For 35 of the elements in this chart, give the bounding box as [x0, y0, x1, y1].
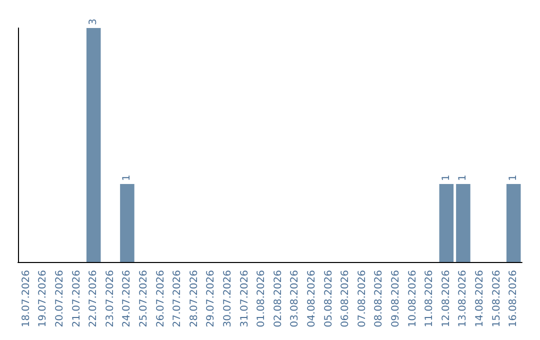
x-tick-label: 18.07.2026 — [20, 270, 32, 328]
data-label: 1 — [458, 174, 469, 181]
x-tick-label: 11.08.2026 — [424, 270, 436, 328]
x-tick-label: 20.07.2026 — [54, 270, 66, 328]
x-tick-label: 22.07.2026 — [88, 270, 100, 328]
x-tick-label: 31.07.2026 — [239, 270, 250, 328]
x-tick-label: 06.08.2026 — [340, 270, 352, 328]
x-tick-label: 24.07.2026 — [122, 270, 133, 328]
x-tick-label: 26.07.2026 — [155, 270, 166, 328]
x-tick-label: 05.08.2026 — [323, 270, 334, 328]
x-tick-label: 21.07.2026 — [71, 270, 82, 328]
data-label: 3 — [88, 18, 100, 25]
x-tick-label: 16.08.2026 — [508, 270, 520, 328]
x-tick-label: 12.08.2026 — [440, 270, 452, 328]
x-tick-label: 28.07.2026 — [188, 270, 200, 328]
x-tick-label: 08.08.2026 — [374, 270, 385, 328]
x-tick-label: 25.07.2026 — [138, 270, 150, 328]
x-tick-label: 10.08.2026 — [407, 270, 418, 328]
x-tick-label: 03.08.2026 — [290, 270, 301, 328]
x-tick-label: 29.07.2026 — [206, 270, 217, 328]
x-tick-label: 13.08.2026 — [458, 270, 469, 328]
x-tick-label: 09.08.2026 — [390, 270, 402, 328]
x-tick-label: 30.07.2026 — [222, 270, 234, 328]
data-label: 1 — [440, 174, 452, 181]
x-tick-label: 15.08.2026 — [491, 270, 502, 328]
x-tick-label: 23.07.2026 — [104, 270, 116, 328]
x-tick-label: 02.08.2026 — [272, 270, 284, 328]
x-tick-label: 04.08.2026 — [306, 270, 318, 328]
x-tick-label: 14.08.2026 — [474, 270, 486, 328]
x-tick-label: 27.07.2026 — [172, 270, 184, 328]
x-tick-label: 07.08.2026 — [356, 270, 368, 328]
data-label: 1 — [122, 174, 133, 181]
data-label: 1 — [508, 174, 520, 181]
x-tick-label: 19.07.2026 — [38, 270, 49, 328]
x-tick-label: 01.08.2026 — [256, 270, 268, 328]
